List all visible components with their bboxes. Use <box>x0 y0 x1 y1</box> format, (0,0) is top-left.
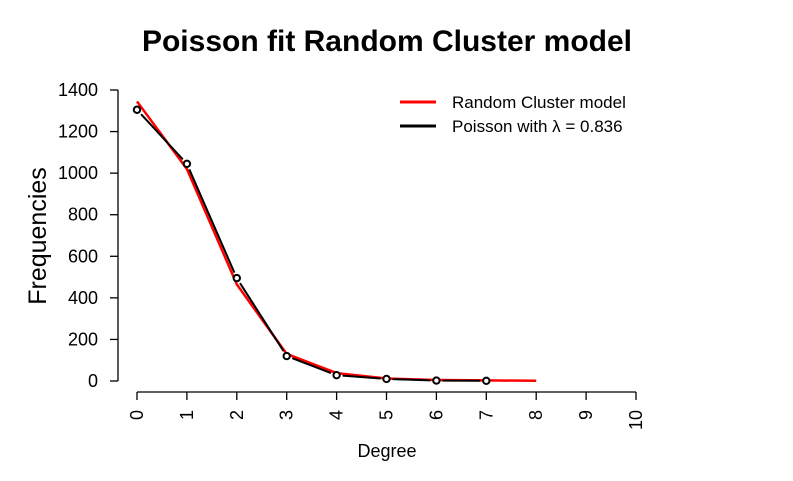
x-tick-label: 4 <box>327 410 347 420</box>
legend-label-poisson: Poisson with λ = 0.836 <box>452 117 623 136</box>
data-point-poisson-with-0-836 <box>482 376 491 385</box>
series-line-random-cluster-model <box>135 100 537 383</box>
x-tick-label: 7 <box>476 410 496 420</box>
y-tick-label: 200 <box>68 329 98 349</box>
y-tick-label: 1400 <box>58 80 98 100</box>
x-axis: 0 1 2 3 4 5 6 7 8 9 10 <box>127 392 646 430</box>
data-point-poisson-with-0-836 <box>432 376 441 385</box>
legend-label-random-cluster: Random Cluster model <box>452 93 626 112</box>
y-tick-label: 1000 <box>58 163 98 183</box>
chart-title: Poisson fit Random Cluster model <box>142 25 632 58</box>
series-segment-poisson-with-0-836 <box>342 374 381 380</box>
data-point-poisson-with-0-836 <box>382 374 391 384</box>
series-segment-poisson-with-0-836 <box>140 113 184 161</box>
series-layer <box>132 100 537 385</box>
data-point-poisson-with-0-836 <box>282 351 291 361</box>
x-tick-label: 1 <box>177 410 197 420</box>
x-tick-label: 0 <box>127 410 147 420</box>
data-point-poisson-with-0-836 <box>232 273 242 283</box>
y-axis-title: Frequencies <box>24 167 52 305</box>
x-tick-label: 2 <box>227 410 247 420</box>
y-tick-label: 1200 <box>58 122 98 142</box>
series-segment-poisson-with-0-836 <box>392 378 431 382</box>
x-tick-label: 5 <box>377 410 397 420</box>
x-tick-label: 6 <box>426 410 446 420</box>
legend: Random Cluster model Poisson with λ = 0.… <box>400 93 626 136</box>
x-tick-label: 9 <box>576 410 596 420</box>
y-axis: 0 200 400 600 800 1000 1200 1400 <box>58 80 118 391</box>
y-tick-label: 0 <box>88 371 98 391</box>
series-segment-poisson-with-0-836 <box>291 357 332 374</box>
y-tick-label: 600 <box>68 246 98 266</box>
y-tick-label: 400 <box>68 288 98 308</box>
data-point-poisson-with-0-836 <box>332 370 341 380</box>
x-tick-label: 10 <box>626 410 646 430</box>
series-segment-poisson-with-0-836 <box>239 282 285 352</box>
data-point-poisson-with-0-836 <box>132 105 142 114</box>
y-tick-label: 800 <box>68 205 98 225</box>
series-segment-poisson-with-0-836 <box>188 168 236 274</box>
data-point-poisson-with-0-836 <box>182 159 192 168</box>
x-axis-title: Degree <box>357 441 416 461</box>
x-tick-label: 3 <box>277 410 297 420</box>
x-tick-label: 8 <box>526 410 546 420</box>
